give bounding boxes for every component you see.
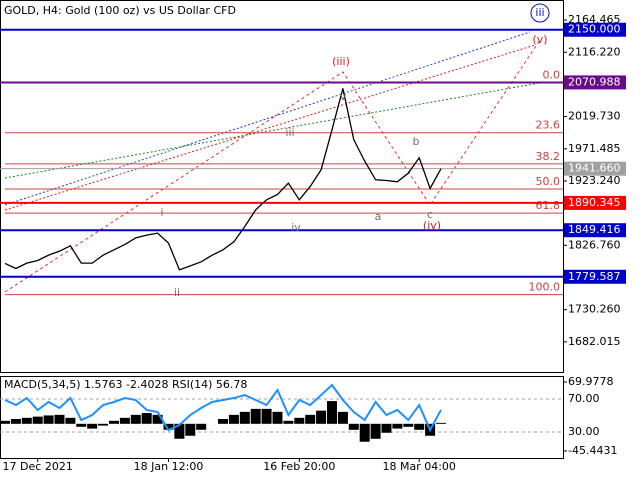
macd-bar — [98, 423, 109, 426]
rsi-line — [4, 383, 442, 433]
level-label: 1779.587 — [568, 270, 621, 283]
fib-label: 0.0 — [543, 68, 561, 81]
macd-bar — [348, 423, 359, 430]
macd-bar — [392, 423, 403, 429]
wave-label: a — [375, 210, 382, 223]
trend-line — [4, 44, 536, 211]
indicator-title: MACD(5,34,5) 1.5763 -2.4028 RSI(14) 56.7… — [4, 378, 247, 391]
macd-bar — [337, 411, 348, 424]
wave-label: v — [340, 90, 347, 103]
macd-bar — [87, 423, 98, 429]
rsi-tick-label: 30.00 — [568, 425, 600, 438]
macd-bar — [316, 410, 327, 424]
macd-bar — [196, 423, 207, 430]
wave-label: i — [160, 206, 163, 219]
wave-circle — [530, 3, 550, 23]
y-tick-label: 1971.485 — [568, 142, 621, 155]
wave-label: iii — [285, 126, 294, 139]
macd-tick-label: -45.4431 — [568, 444, 617, 457]
macd-bar — [76, 423, 87, 427]
x-tick-label: 17 Dec 2021 — [3, 460, 73, 473]
level-box — [564, 75, 626, 90]
wave-label: (iii) — [332, 55, 350, 68]
fib-label: 50.0 — [536, 175, 561, 188]
main-panel — [0, 0, 564, 373]
level-label: 2070.988 — [568, 75, 621, 88]
wave-label: (iv) — [423, 219, 441, 232]
wave-label: (v) — [532, 33, 547, 46]
wave-label: iii — [535, 6, 544, 19]
macd-bar — [272, 411, 283, 424]
trend-line — [4, 31, 531, 206]
indicator-panel — [0, 376, 564, 459]
macd-bar — [119, 417, 130, 424]
macd-bar — [414, 423, 425, 430]
level-box — [564, 161, 626, 176]
macd-bar — [65, 417, 76, 424]
macd-bar — [403, 423, 414, 427]
wave-label: b — [413, 135, 420, 148]
macd-bar — [10, 419, 21, 424]
macd-bar — [305, 414, 316, 424]
macd-bar — [21, 417, 32, 424]
macd-bar — [54, 414, 65, 424]
price-line — [4, 88, 442, 271]
level-box — [564, 223, 626, 238]
level-box — [564, 195, 626, 210]
level-box — [564, 269, 626, 284]
wave-label: ii — [174, 286, 180, 299]
level-label: 1890.345 — [568, 196, 621, 209]
wave-label: iv — [291, 221, 301, 234]
macd-bar — [436, 422, 446, 424]
x-tick-label: 16 Feb 20:00 — [263, 460, 335, 473]
x-tick-label: 18 Jan 12:00 — [134, 460, 204, 473]
level-label: 1849.416 — [568, 223, 621, 236]
macd-bar — [130, 414, 141, 424]
macd-bar — [43, 415, 54, 424]
chart-title: GOLD, H4: Gold (100 oz) vs US Dollar CFD — [4, 4, 236, 17]
macd-bar — [152, 414, 163, 424]
macd-bar — [109, 420, 119, 424]
fib-label: 100.0 — [529, 281, 561, 294]
macd-bar — [218, 419, 228, 424]
macd-bar — [228, 414, 239, 424]
macd-bar — [261, 408, 272, 424]
y-tick-label: 1682.015 — [568, 335, 621, 348]
y-tick-label: 1923.240 — [568, 174, 621, 187]
macd-bar — [294, 417, 305, 424]
y-tick-label: 1730.260 — [568, 303, 621, 316]
fib-label: 61.8 — [536, 199, 561, 212]
rsi-tick-label: 70.00 — [568, 392, 600, 405]
trend-line — [4, 81, 546, 179]
fib-label: 38.2 — [536, 150, 561, 163]
wave-label: c — [427, 208, 433, 221]
macd-bar — [283, 420, 294, 424]
macd-bar — [174, 423, 185, 439]
level-box — [564, 22, 626, 37]
y-tick-label: 1826.760 — [568, 238, 621, 251]
y-tick-label: 2116.220 — [568, 45, 621, 58]
macd-bar — [370, 423, 381, 439]
macd-bar — [185, 423, 196, 436]
macd-bar — [163, 423, 174, 430]
level-label: 1941.660 — [568, 162, 621, 175]
fib-label: 23.6 — [536, 119, 561, 132]
macd-bar — [0, 420, 10, 424]
macd-bar — [359, 423, 370, 442]
x-tick-label: 18 Mar 04:00 — [382, 460, 455, 473]
macd-bar — [250, 408, 261, 424]
macd-bar — [381, 423, 392, 433]
wave-line — [4, 39, 541, 293]
y-tick-label: 2019.730 — [568, 110, 621, 123]
macd-bar — [32, 416, 43, 424]
level-label: 2150.000 — [568, 23, 621, 36]
macd-tick-label: 69.9778 — [568, 375, 614, 388]
macd-bar — [239, 411, 250, 424]
macd-bar — [141, 413, 152, 424]
macd-bar — [327, 401, 337, 424]
